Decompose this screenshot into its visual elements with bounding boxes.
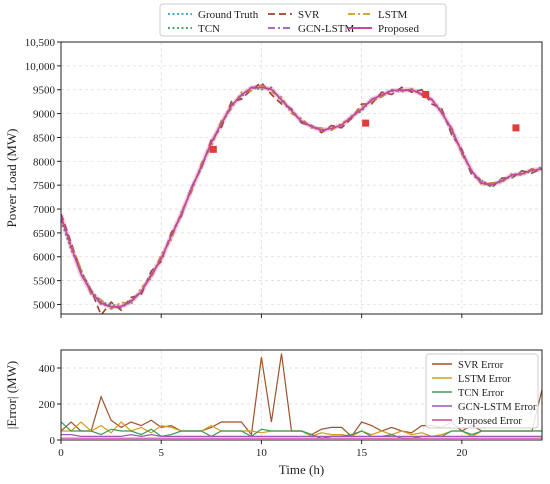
series-line-3	[61, 433, 542, 438]
y-tick-label: 9500	[33, 85, 56, 97]
x-tick-label: 15	[356, 447, 368, 459]
y-tick-label: 5000	[33, 299, 56, 311]
y-tick-label: 10,500	[25, 37, 56, 49]
y-tick-label: 0	[50, 435, 56, 447]
y-tick-label: 8500	[33, 132, 56, 144]
error-legend-box	[425, 353, 539, 429]
series-line-5	[61, 86, 542, 308]
plot-frame	[60, 349, 543, 441]
legend-label: TCN Error	[458, 388, 504, 399]
y-tick-label: 5500	[33, 276, 56, 288]
y-tick-label: 8000	[33, 156, 56, 168]
series-line-1	[61, 81, 542, 314]
y-tick-label: 7500	[33, 180, 56, 192]
legend-label: LSTM	[378, 9, 408, 21]
anomaly-marker-1	[362, 119, 370, 127]
top-legend-box	[159, 3, 447, 37]
x-tick-label: 10	[256, 447, 268, 459]
anomaly-marker-2	[422, 90, 430, 98]
y-tick-label: 10,000	[25, 61, 56, 73]
legend-label: GCN-LSTM	[298, 23, 354, 35]
legend-label: Proposed	[378, 23, 419, 35]
y-tick-label: 7000	[33, 204, 56, 216]
y-tick-label: 6000	[33, 252, 56, 264]
y-axis-label: |Error| (MW)	[4, 361, 19, 429]
y-tick-label: 200	[39, 399, 56, 411]
legend-label: Ground Truth	[198, 9, 259, 21]
y-axis-label: Power Load (MW)	[4, 129, 19, 228]
y-tick-label: 9000	[33, 109, 56, 121]
anomaly-marker-3	[512, 124, 520, 132]
legend-label: Proposed Error	[458, 416, 522, 427]
legend-label: TCN	[198, 23, 220, 35]
series-line-2	[61, 421, 542, 439]
legend-label: LSTM Error	[458, 374, 511, 385]
x-tick-label: 0	[58, 447, 64, 459]
anomaly-marker-0	[209, 145, 217, 153]
legend-label: GCN-LSTM Error	[458, 402, 537, 413]
x-tick-label: 20	[456, 447, 468, 459]
plot-frame	[60, 41, 543, 315]
x-tick-label: 5	[158, 447, 164, 459]
x-axis-label: Time (h)	[279, 462, 324, 477]
legend-label: SVR	[298, 9, 320, 21]
y-tick-label: 400	[39, 363, 56, 375]
y-tick-label: 6500	[33, 228, 56, 240]
legend-label: SVR Error	[458, 360, 504, 371]
